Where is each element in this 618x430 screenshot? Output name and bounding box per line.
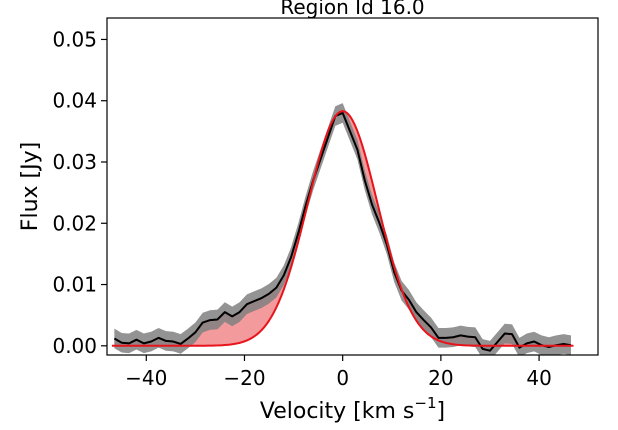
axes-frame (106, 17, 599, 356)
x-tick-label: 0 (336, 366, 349, 390)
observed-spectrum-line (113, 111, 572, 352)
x-tick-label: −20 (223, 366, 265, 390)
y-tick-label: 0.00 (52, 334, 97, 358)
y-tick-label: 0.05 (52, 27, 97, 51)
y-tick-label: 0.01 (52, 273, 97, 297)
x-axis-label-close: ] (437, 399, 446, 424)
y-axis-label: Flux [Jy] (18, 142, 43, 231)
plot-area (106, 17, 599, 356)
x-tick-label: 20 (428, 366, 453, 390)
plot-contents (111, 103, 574, 355)
uncertainty-band (114, 103, 571, 355)
x-axis: −40 −20 0 20 40 (125, 355, 552, 390)
residual-fill (114, 111, 571, 351)
x-axis-label-exponent: −1 (414, 394, 436, 412)
x-axis-label-main: Velocity [km s (260, 399, 415, 424)
y-axis: 0.00 0.01 0.02 0.03 0.04 0.05 (52, 27, 107, 358)
x-tick-label: −40 (125, 366, 167, 390)
chart-title: Region Id 16.0 (280, 0, 424, 19)
x-tick-label: 40 (526, 366, 551, 390)
y-tick-label: 0.04 (52, 89, 97, 113)
gaussian-fit-line (111, 110, 574, 347)
y-tick-label: 0.02 (52, 211, 97, 235)
x-axis-label: Velocity [km s−1] (260, 394, 445, 424)
y-tick-label: 0.03 (52, 150, 97, 174)
